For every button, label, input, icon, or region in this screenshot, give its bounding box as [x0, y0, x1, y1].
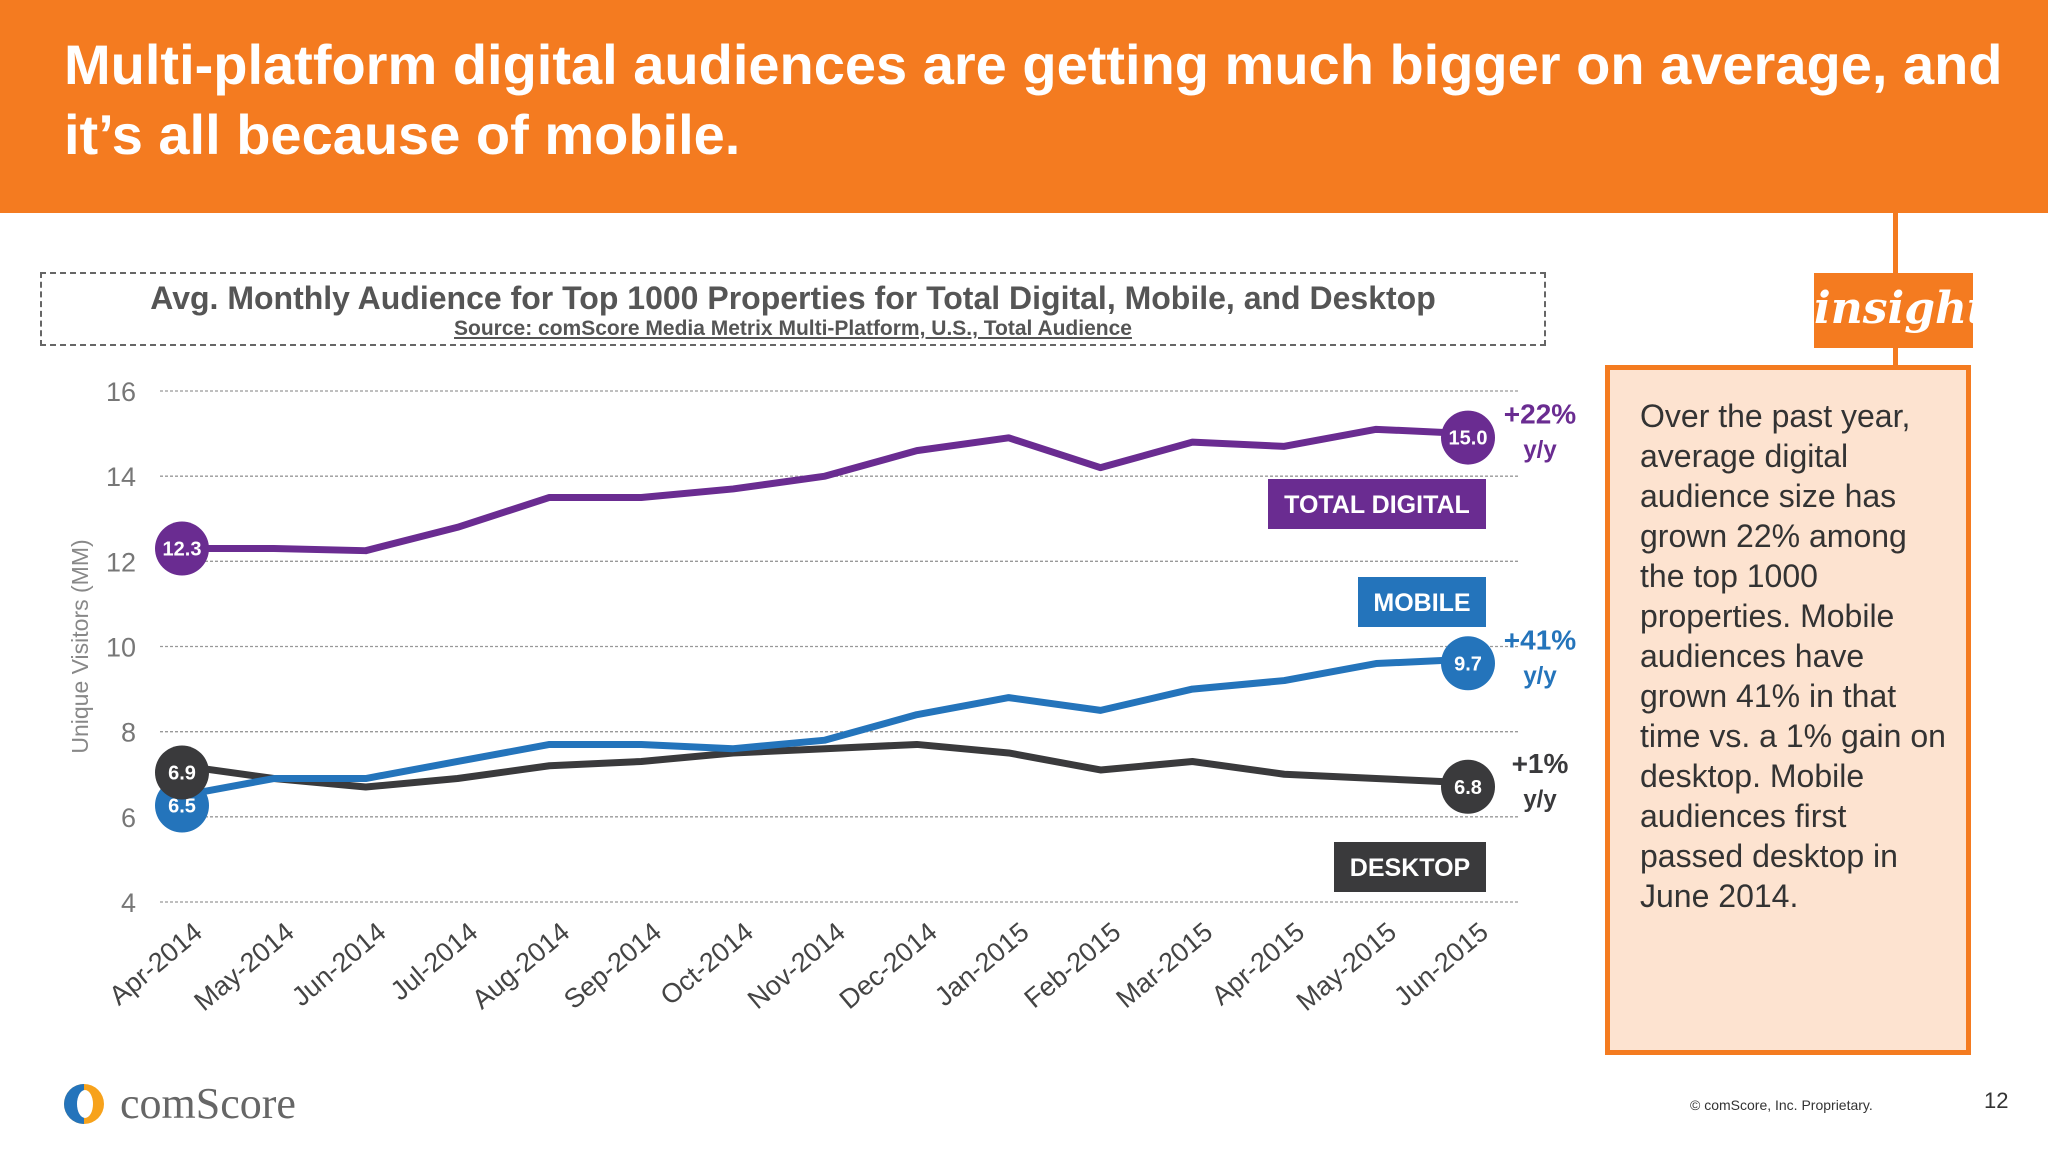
x-tick-label: Jan-2015	[929, 917, 1035, 1012]
end-marker	[1441, 410, 1495, 465]
x-tick-label: Aug-2014	[466, 917, 575, 1015]
yoy-change: +1%	[1512, 748, 1569, 779]
series-line-mobile	[181, 655, 1469, 799]
yoy-change: +41%	[1504, 624, 1576, 655]
page-number: 12	[1984, 1088, 2009, 1113]
end-marker	[1441, 759, 1495, 814]
x-tick-label: Mar-2015	[1110, 917, 1218, 1014]
insight-badge: insight	[1814, 273, 1987, 348]
y-tick-label: 14	[106, 462, 136, 492]
insight-box: Over the past year, average digital audi…	[1605, 365, 1971, 1055]
series-line-desktop	[181, 740, 1469, 791]
x-tick-label: Oct-2014	[655, 917, 759, 1011]
x-tick-label: May-2015	[1291, 917, 1402, 1017]
end-data-label: 9.7	[1454, 653, 1482, 675]
yoy-change: +22%	[1504, 399, 1576, 430]
connector-line	[1893, 213, 1898, 273]
y-tick-label: 4	[121, 888, 136, 918]
y-axis-label: Unique Visitors (MM)	[67, 539, 93, 753]
insight-text: Over the past year, average digital audi…	[1640, 398, 1946, 914]
x-tick-label: Jun-2015	[1388, 917, 1494, 1012]
legend-label: TOTAL DIGITAL	[1284, 491, 1470, 519]
end-marker	[1441, 636, 1495, 691]
legend-box	[1268, 479, 1486, 529]
x-tick-label: Sep-2014	[558, 917, 667, 1015]
x-tick-label: May-2014	[188, 917, 299, 1017]
start-data-label: 6.5	[168, 796, 196, 818]
y-tick-label: 10	[106, 633, 136, 663]
legend-label: DESKTOP	[1350, 854, 1470, 882]
yoy-unit: y/y	[1523, 662, 1557, 689]
legend-label: MOBILE	[1373, 589, 1470, 617]
legend-box	[1334, 842, 1486, 892]
start-marker	[155, 745, 209, 800]
connector-line	[1893, 348, 1898, 365]
header-banner: Multi-platform digital audiences are get…	[0, 0, 2048, 213]
chart-source: Source: comScore Media Metrix Multi-Plat…	[454, 317, 1132, 340]
logo-text: comScore	[120, 1079, 296, 1128]
end-data-label: 6.8	[1454, 777, 1482, 799]
chart-title-box: Avg. Monthly Audience for Top 1000 Prope…	[40, 272, 1546, 346]
end-data-label: 15.0	[1449, 428, 1488, 450]
yoy-unit: y/y	[1523, 786, 1557, 813]
x-tick-label: Jun-2014	[286, 917, 392, 1012]
comscore-logo: comScore	[62, 1078, 296, 1129]
x-tick-label: Feb-2015	[1019, 917, 1127, 1014]
series-line-total-digital	[182, 425, 1469, 555]
copyright: © comScore, Inc. Proprietary.	[1690, 1097, 1873, 1113]
start-data-label: 6.9	[168, 763, 196, 785]
y-tick-label: 16	[106, 377, 136, 407]
y-tick-label: 6	[121, 803, 136, 833]
start-marker	[155, 521, 209, 576]
slide-title: Multi-platform digital audiences are get…	[64, 33, 2003, 166]
x-tick-label: Nov-2014	[742, 917, 851, 1015]
y-tick-label: 12	[106, 547, 136, 577]
legend-box	[1358, 577, 1486, 627]
start-data-label: 12.3	[163, 539, 202, 561]
yoy-unit: y/y	[1523, 437, 1557, 464]
x-tick-label: Dec-2014	[834, 917, 943, 1015]
logo-icon	[64, 1083, 104, 1124]
y-tick-label: 8	[121, 718, 136, 748]
chart-title: Avg. Monthly Audience for Top 1000 Prope…	[150, 280, 1436, 316]
